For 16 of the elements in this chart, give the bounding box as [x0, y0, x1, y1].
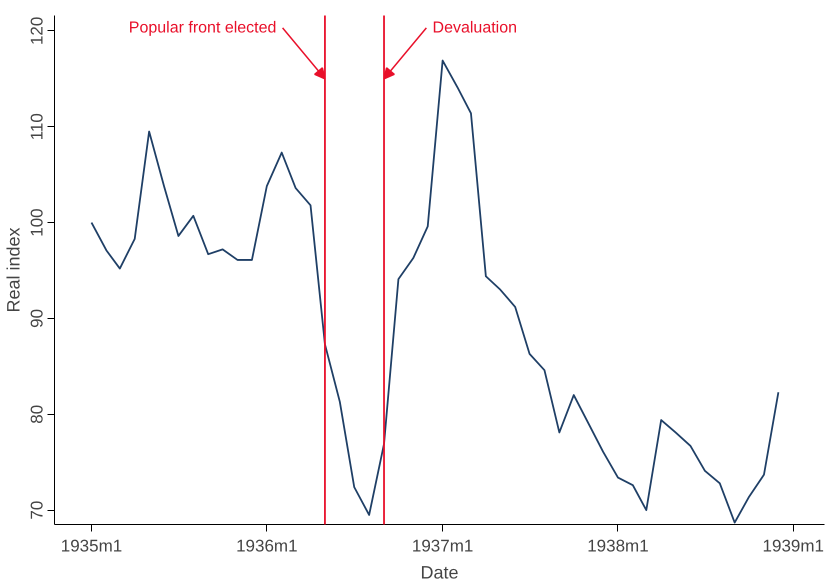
x-tick-label: 1939m1 — [762, 536, 824, 556]
line-series — [90, 60, 780, 524]
y-tick-label: 70 — [28, 500, 46, 520]
x-axis-title: Date — [420, 562, 459, 582]
x-tick-label: 1935m1 — [60, 536, 122, 556]
x-tick-label: 1938m1 — [587, 536, 649, 556]
y-tick-label: 80 — [28, 404, 46, 424]
x-tick-label: 1936m1 — [236, 536, 298, 556]
y-tick-label: 110 — [28, 113, 46, 140]
y-tick-label: 100 — [28, 208, 46, 237]
y-axis-title: Real index — [4, 227, 24, 313]
annotation: Devaluation — [432, 19, 518, 36]
y-tick-label: 120 — [28, 16, 46, 46]
x-tick-label: 1937m1 — [412, 536, 474, 556]
annotation: Popular front elected — [128, 19, 276, 36]
y-tick-label: 90 — [28, 308, 46, 328]
